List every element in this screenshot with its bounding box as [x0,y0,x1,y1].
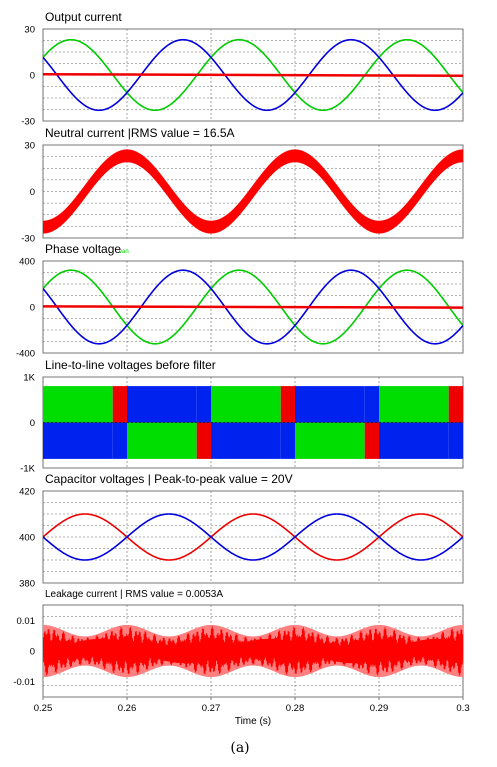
y-tick-label: 0 [30,71,35,82]
y-tick-label: 0 [30,187,35,198]
plot-marks [43,38,463,112]
chart-panel-4: Line-to-line voltages before filter 1K 0 -1… [20,358,464,475]
y-tick-label: -400 [16,349,35,360]
y-tick-label: -1K [20,464,35,475]
figure-caption: (a) [230,740,249,756]
bar-segment-lower [112,422,127,459]
bar-segment-upper [364,386,379,423]
bar-segment-upper [127,386,197,423]
bar-segment-lower [448,422,463,459]
x-axis-label: Time (s) [235,716,271,727]
y-tick-label: 30 [24,141,35,152]
bar-segment-lower [196,422,211,459]
y-tick-label: 400 [19,533,35,544]
bar-segment-upper [379,386,449,423]
series-band-1 [43,149,463,234]
chart-panel-5: Capacitor voltages | Peak-to-peak value … [19,472,464,590]
y-tick-label: -0.01 [13,677,35,688]
y-tick-label: 0.01 [17,616,36,627]
y-tick-label: 0 [30,303,35,314]
plot-marks [43,386,463,459]
plot-marks [43,513,463,561]
bar-segment-lower [295,422,365,459]
bar-segment-upper [196,386,211,423]
legend-label: van [119,249,129,255]
y-tick-label: 420 [19,487,35,498]
y-tick-label: -30 [21,234,35,245]
bar-segment-upper [448,386,463,423]
bar-segment-lower [43,422,113,459]
chart-title: Capacitor voltages | Peak-to-peak value … [45,472,293,486]
y-tick-label: 0 [30,418,35,429]
y-tick-label: 1K [23,373,35,384]
chart-title: Line-to-line voltages before filter [45,358,216,372]
chart-title: Output current [45,10,122,24]
bar-segment-upper [280,386,295,423]
bar-segment-upper [43,386,113,423]
series-line-1 [43,513,463,561]
y-tick-label: 380 [19,579,35,590]
chart-title: Neutral current |RMS value = 16.5A [45,126,235,140]
chart-title: Leakage current | RMS value = 0.0053A [45,589,223,600]
plot-marks [43,149,463,234]
chart-panel-6: Leakage current | RMS value = 0.0053A 0.0… [13,589,469,727]
chart-panel-2: Neutral current |RMS value = 16.5A 30 0 -30 [21,126,464,245]
plot-marks [43,624,463,678]
bar-segment-lower [379,422,449,459]
x-tick-label: 0.29 [370,703,389,714]
y-tick-label: 30 [24,25,35,36]
x-tick-label: 0.3 [456,703,469,714]
x-tick-label: 0.28 [286,703,305,714]
bar-segment-lower [127,422,197,459]
bar-segment-lower [364,422,379,459]
x-tick-label: 0.26 [118,703,137,714]
series-line-2 [43,513,463,561]
y-tick-label: 0 [30,647,35,658]
bar-segment-lower [211,422,281,459]
series-oscillation [43,626,463,676]
chart-panel-1: Output current 30 0 -30 [21,10,464,128]
x-tick-label: 0.27 [202,703,221,714]
x-tick-label: 0.25 [34,703,53,714]
chart-title: Phase voltage [45,242,121,256]
bar-segment-lower [280,422,295,459]
bar-segment-upper [211,386,281,423]
series-line-3 [43,305,463,309]
bar-segment-upper [112,386,127,423]
y-tick-label: 400 [19,257,35,268]
series-center [43,638,463,664]
bar-segment-upper [295,386,365,423]
plot-marks [43,269,463,345]
series-line-3 [43,72,463,78]
y-tick-label: -30 [21,117,35,128]
